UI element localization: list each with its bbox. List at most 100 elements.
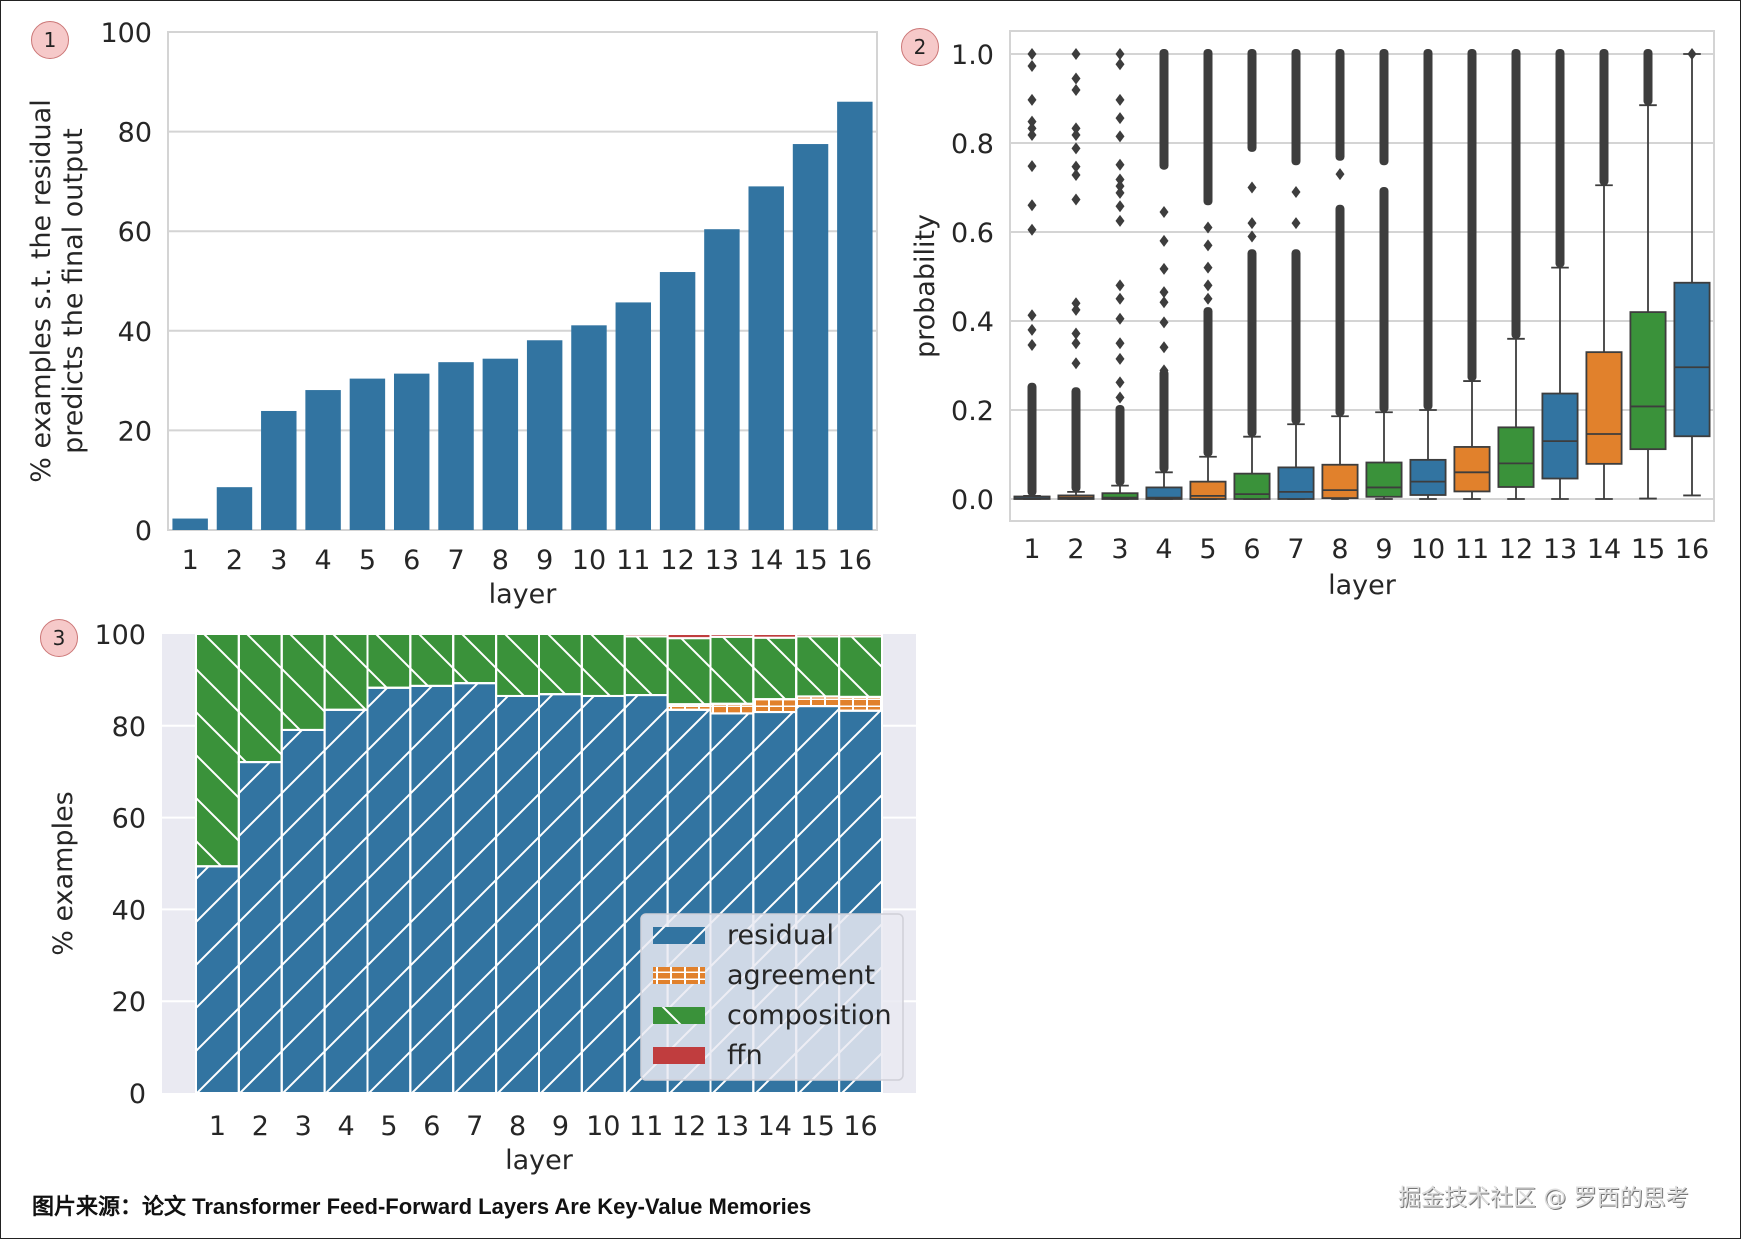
hatch-composition bbox=[495, 633, 540, 697]
outlier-point bbox=[1115, 352, 1125, 365]
iqr-box bbox=[1629, 311, 1667, 451]
segment-ffn bbox=[795, 633, 841, 638]
iqr-box bbox=[1409, 458, 1447, 496]
outlier-band bbox=[1335, 204, 1345, 417]
box-layer-14 bbox=[1585, 49, 1623, 500]
box-layer-9 bbox=[1365, 49, 1403, 500]
outlier-point bbox=[1159, 262, 1169, 275]
bar-layer-16 bbox=[837, 101, 873, 530]
box-layer-1 bbox=[1013, 48, 1051, 500]
hatch-composition bbox=[195, 633, 240, 868]
badge-chart-2: 2 bbox=[901, 28, 939, 66]
outlier-point bbox=[1115, 180, 1125, 193]
watermark: 掘金技术社区 @ 罗西的思考 bbox=[1398, 1185, 1689, 1211]
outlier-point bbox=[1071, 72, 1081, 85]
hatch-residual bbox=[237, 761, 283, 1094]
outlier-point bbox=[1115, 337, 1125, 350]
bar-layer-1 bbox=[172, 518, 208, 530]
outlier-point bbox=[1159, 286, 1169, 299]
outlier-point bbox=[1115, 173, 1125, 186]
bar-layer-13 bbox=[704, 229, 740, 530]
x-tick-label: 1 bbox=[209, 1111, 226, 1142]
chart-probability-boxplot: 0.00.20.40.60.81.01 2 3 4 5 6 7 8 9 10 11 12 13 14 15 1… bbox=[910, 30, 1715, 601]
outlier-point bbox=[1291, 185, 1301, 198]
outlier-point bbox=[1115, 214, 1125, 227]
outlier-band bbox=[1071, 387, 1081, 492]
badge-chart-3: 3 bbox=[40, 619, 78, 657]
outlier-point bbox=[1027, 93, 1037, 106]
x-tick-label: 14 bbox=[1587, 534, 1621, 565]
segment-ffn bbox=[709, 633, 755, 638]
outlier-point bbox=[1027, 309, 1037, 322]
outlier-band bbox=[1555, 49, 1565, 268]
outlier-point bbox=[1247, 230, 1257, 243]
outlier-point bbox=[1071, 84, 1081, 97]
y-axis-label: probability bbox=[910, 214, 941, 358]
outlier-point bbox=[1071, 122, 1081, 135]
stack-layer-3 bbox=[280, 633, 326, 1095]
hatch-residual bbox=[323, 708, 369, 1094]
box-layer-4 bbox=[1145, 49, 1183, 500]
bar-layer-7 bbox=[438, 362, 474, 530]
y-tick-label: 0 bbox=[135, 516, 152, 547]
y-tick-label: 1.0 bbox=[951, 40, 994, 71]
x-tick-label: 1 bbox=[182, 545, 199, 576]
legend-swatch-ffn bbox=[653, 1047, 705, 1064]
x-tick-label: 7 bbox=[466, 1111, 483, 1142]
outlier-point bbox=[1027, 48, 1037, 60]
outlier-point bbox=[1027, 223, 1037, 236]
outlier-band bbox=[1247, 249, 1257, 437]
box-layer-16 bbox=[1673, 48, 1711, 497]
outlier-point bbox=[1115, 48, 1125, 60]
outlier-band bbox=[1203, 307, 1213, 457]
box-layer-11 bbox=[1453, 49, 1491, 500]
x-tick-label: 3 bbox=[270, 545, 287, 576]
outlier-point bbox=[1071, 128, 1081, 141]
hatch-composition bbox=[838, 635, 883, 698]
hatch-composition bbox=[752, 636, 798, 701]
y-tick-label: 80 bbox=[112, 712, 146, 743]
hatch-composition bbox=[409, 633, 455, 687]
x-axis-label: layer bbox=[489, 579, 558, 610]
y-tick-label: 0.0 bbox=[951, 485, 994, 516]
x-tick-label: 16 bbox=[838, 545, 872, 576]
legend-label-ffn: ffn bbox=[727, 1040, 763, 1071]
stack-layer-4 bbox=[323, 633, 369, 1094]
legend-box bbox=[640, 913, 904, 1081]
x-tick-label: 2 bbox=[252, 1111, 269, 1142]
box-layer-8 bbox=[1321, 49, 1359, 500]
y-tick-label: 20 bbox=[118, 416, 152, 447]
y-tick-label: 60 bbox=[118, 217, 152, 248]
outlier-point bbox=[1071, 357, 1081, 370]
y-tick-label: 0.8 bbox=[951, 129, 994, 160]
hatch-residual bbox=[495, 694, 540, 1095]
outlier-point bbox=[1291, 217, 1301, 230]
iqr-box bbox=[1101, 492, 1139, 500]
y-axis-label-line2: predicts the final output bbox=[58, 128, 89, 454]
outlier-band bbox=[1291, 249, 1301, 425]
x-tick-label: 7 bbox=[1287, 534, 1304, 565]
outlier-point bbox=[1203, 292, 1213, 305]
hatch-composition bbox=[538, 633, 583, 696]
outlier-point bbox=[1115, 391, 1125, 404]
box-layer-5 bbox=[1189, 49, 1227, 500]
hatch-agreement bbox=[752, 698, 798, 714]
stack-layer-1 bbox=[195, 633, 240, 1095]
x-tick-label: 15 bbox=[801, 1111, 835, 1142]
box-layer-10 bbox=[1409, 49, 1447, 500]
legend-hatch-composition bbox=[653, 1007, 705, 1024]
box-layer-12 bbox=[1497, 49, 1535, 500]
outlier-band bbox=[1423, 49, 1433, 410]
hatch-residual bbox=[409, 684, 455, 1094]
bar-layer-2 bbox=[216, 487, 253, 530]
x-tick-label: 9 bbox=[552, 1111, 569, 1142]
outlier-band bbox=[1027, 382, 1037, 496]
box-layer-7 bbox=[1277, 49, 1315, 500]
bar-layer-15 bbox=[792, 144, 829, 531]
outlier-point bbox=[1203, 261, 1213, 274]
outlier-point bbox=[1159, 205, 1169, 218]
y-axis-label: % examples bbox=[48, 791, 79, 956]
bar-layer-6 bbox=[393, 373, 430, 530]
